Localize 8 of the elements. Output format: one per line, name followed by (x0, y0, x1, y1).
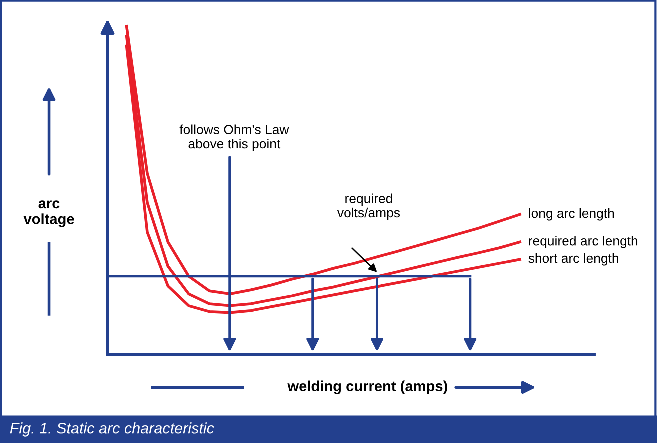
x-axis-title: welding current (amps) (288, 380, 448, 394)
y-axis-title: arc voltage (24, 200, 74, 228)
annotation: follows Ohm's Law above this point (180, 124, 290, 152)
annotation: required volts/amps (337, 194, 400, 220)
series-label: long arc length (529, 208, 614, 221)
series-label: short arc length (528, 253, 618, 266)
text: Fig. 1. Static arc characteristic (10, 422, 214, 437)
series-label: required arc length (529, 236, 638, 248)
